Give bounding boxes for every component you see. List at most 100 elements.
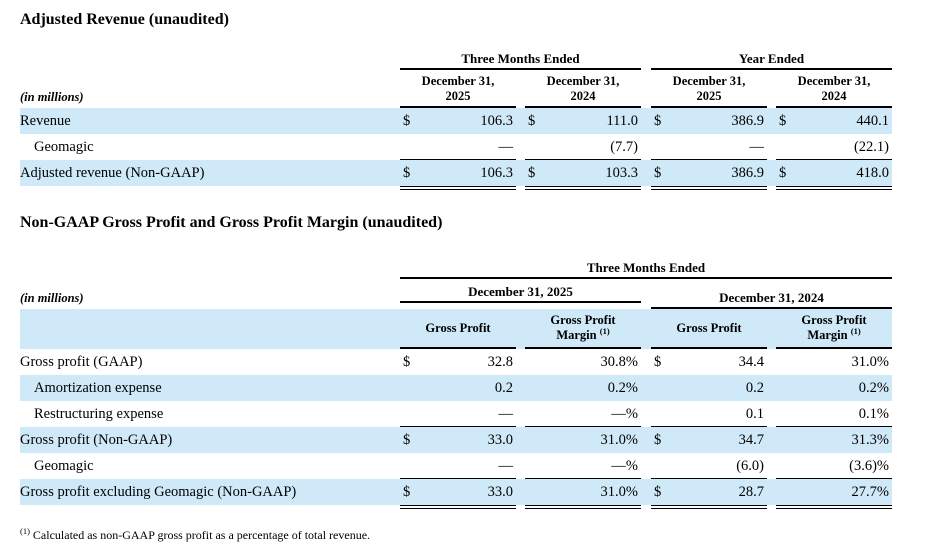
cell-value: 27.7% <box>851 484 889 500</box>
value-cell: — <box>400 453 516 479</box>
cell-value: 33.0 <box>487 432 513 448</box>
cell-value: 440.1 <box>856 113 889 129</box>
cell-value: — <box>498 139 514 155</box>
col-header-line1: December 31, <box>546 74 620 88</box>
currency-symbol: $ <box>779 113 787 129</box>
cell-value: 0.2 <box>494 380 513 396</box>
gross-profit-table: Three Months Ended (in millions) Decembe… <box>20 259 892 509</box>
row-label: Adjusted revenue (Non-GAAP) <box>20 165 205 181</box>
cell-value: 386.9 <box>731 113 764 129</box>
value-cell: $386.9 <box>651 160 767 186</box>
cell-value: — <box>749 139 765 155</box>
value-cell: 0.2 <box>400 375 516 401</box>
value-cell: $106.3 <box>400 108 516 134</box>
value-cell: $33.0 <box>400 479 516 505</box>
cell-value: (7.7) <box>610 139 638 155</box>
table2-group-header-row: Three Months Ended <box>20 259 892 279</box>
value-cell: 0.2% <box>776 375 892 401</box>
currency-symbol: $ <box>528 113 536 129</box>
value-cell: 31.3% <box>776 427 892 453</box>
value-cell: 0.2% <box>525 375 641 401</box>
cell-value: 0.2% <box>858 380 889 396</box>
footnote-reference: (1) <box>20 526 30 536</box>
table1-col-header-1: December 31, 2025 <box>400 74 516 108</box>
value-cell: $32.8 <box>400 349 516 375</box>
value-cell: 27.7% <box>776 479 892 505</box>
col-header-line2: 2024 <box>821 89 847 103</box>
value-cell: (6.0) <box>651 453 767 479</box>
table-row-gross-profit-excluding-geomagic: Gross profit excluding Geomagic (Non-GAA… <box>20 479 892 505</box>
cell-value: 31.0% <box>851 354 889 370</box>
subheader-gross-profit-margin-1: Gross Profit Margin (1) <box>525 309 641 349</box>
subheader-line1: Gross Profit <box>801 313 867 327</box>
section1-title: Adjusted Revenue (unaudited) <box>20 11 229 28</box>
value-cell: (22.1) <box>776 134 892 160</box>
table-row-adjusted-revenue: Adjusted revenue (Non-GAAP) $106.3 $103.… <box>20 160 892 186</box>
value-cell: $103.3 <box>525 160 641 186</box>
table-row-geomagic-2: Geomagic — —% (6.0) (3.6)% <box>20 453 892 479</box>
currency-symbol: $ <box>403 165 411 181</box>
cell-value: 0.2% <box>607 380 638 396</box>
value-cell: 0.2 <box>651 375 767 401</box>
cell-value: (22.1) <box>853 139 889 155</box>
value-cell: $34.7 <box>651 427 767 453</box>
value-cell: $418.0 <box>776 160 892 186</box>
table-row-restructuring-expense: Restructuring expense — —% 0.1 0.1% <box>20 401 892 427</box>
value-cell: — <box>400 134 516 160</box>
row-label: Restructuring expense <box>34 406 164 422</box>
row-label: Geomagic <box>34 139 94 155</box>
row-label: Amortization expense <box>34 380 162 396</box>
value-cell: (7.7) <box>525 134 641 160</box>
value-cell: (3.6)% <box>776 453 892 479</box>
currency-symbol: $ <box>403 484 411 500</box>
table-row-geomagic: Geomagic — (7.7) — (22.1) <box>20 134 892 160</box>
value-cell: $33.0 <box>400 427 516 453</box>
value-cell: 0.1 <box>651 401 767 427</box>
cell-value: (3.6)% <box>849 458 889 474</box>
table-row-gross-profit-non-gaap: Gross profit (Non-GAAP) $33.0 31.0% $34.… <box>20 427 892 453</box>
cell-value: 34.4 <box>738 354 764 370</box>
row-label: Gross profit excluding Geomagic (Non-GAA… <box>20 484 297 500</box>
table-row-revenue: Revenue $106.3 $111.0 $386.9 $440.1 <box>20 108 892 134</box>
adjusted-revenue-table: Three Months Ended Year Ended (in millio… <box>20 50 892 190</box>
in-millions-label: (in millions) <box>20 90 84 104</box>
value-cell: —% <box>525 453 641 479</box>
table1-col-header-4: December 31, 2024 <box>776 74 892 108</box>
currency-symbol: $ <box>654 354 662 370</box>
table1-col-header-3: December 31, 2025 <box>651 74 767 108</box>
col-header-line2: 2024 <box>570 89 596 103</box>
table1-group-header-row: Three Months Ended Year Ended <box>20 50 892 70</box>
table-row-gross-profit-gaap: Gross profit (GAAP) $32.8 30.8% $34.4 31… <box>20 349 892 375</box>
subheader-label: Gross Profit <box>425 320 491 335</box>
table-row-amortization-expense: Amortization expense 0.2 0.2% 0.2 0.2% <box>20 375 892 401</box>
table1-double-rule <box>20 186 892 190</box>
cell-value: 111.0 <box>606 113 638 129</box>
currency-symbol: $ <box>528 165 536 181</box>
currency-symbol: $ <box>403 354 411 370</box>
value-cell: — <box>651 134 767 160</box>
subheader-label: Gross Profit <box>676 320 742 335</box>
table2-period-header-row: (in millions) December 31, 2025 December… <box>20 283 892 309</box>
footnote-reference: (1) <box>599 325 610 336</box>
cell-value: 0.1 <box>745 406 764 422</box>
table2-period-2024: December 31, 2024 <box>651 289 892 309</box>
cell-value: 31.3% <box>851 432 889 448</box>
table2-group-three-months: Three Months Ended <box>400 259 892 279</box>
col-header-line2: 2025 <box>696 89 722 103</box>
currency-symbol: $ <box>654 165 662 181</box>
currency-symbol: $ <box>403 113 411 129</box>
cell-value: 106.3 <box>480 165 513 181</box>
value-cell: 30.8% <box>525 349 641 375</box>
currency-symbol: $ <box>779 165 787 181</box>
row-label: Revenue <box>20 113 71 129</box>
cell-value: —% <box>611 458 638 474</box>
col-header-line1: December 31, <box>797 74 871 88</box>
table2-subheader-row: Gross Profit Gross Profit Margin (1) Gro… <box>20 309 892 349</box>
subheader-gross-profit-margin-2: Gross Profit Margin (1) <box>776 309 892 349</box>
cell-value: 32.8 <box>487 354 513 370</box>
cell-value: (6.0) <box>736 458 764 474</box>
value-cell: $440.1 <box>776 108 892 134</box>
row-label: Gross profit (Non-GAAP) <box>20 432 173 448</box>
cell-value: 0.1% <box>858 406 889 422</box>
col-header-line1: December 31, <box>421 74 495 88</box>
